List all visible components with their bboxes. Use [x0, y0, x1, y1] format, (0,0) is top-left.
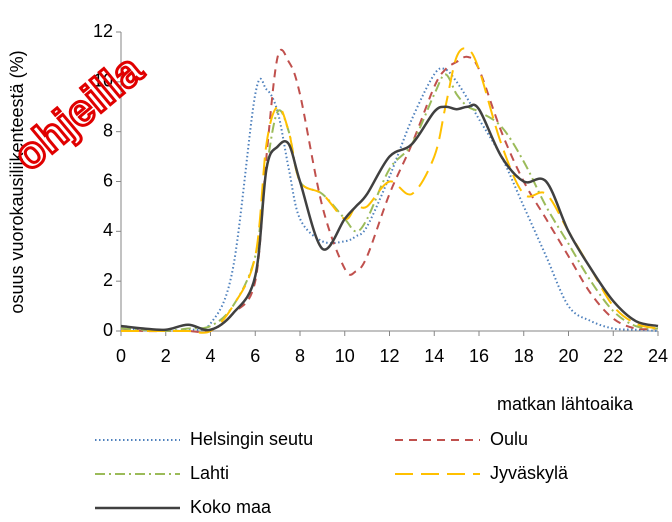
x-tick-label: 12 [379, 346, 399, 366]
y-tick-label: 6 [103, 170, 113, 190]
x-tick-label: 24 [648, 346, 668, 366]
y-tick-label: 0 [103, 320, 113, 340]
legend-label: Koko maa [190, 497, 272, 517]
y-tick-label: 4 [103, 220, 113, 240]
series-line [120, 67, 659, 333]
series-line [121, 47, 659, 334]
x-tick-label: 22 [603, 346, 623, 366]
x-tick-label: 4 [205, 346, 215, 366]
x-tick-label: 0 [116, 346, 126, 366]
series-line [120, 73, 659, 333]
series-line [120, 48, 659, 334]
x-tick-label: 16 [469, 346, 489, 366]
y-tick-label: 10 [93, 71, 113, 91]
x-tick-label: 2 [161, 346, 171, 366]
x-tick-label: 20 [558, 346, 578, 366]
legend-label: Lahti [190, 463, 229, 483]
x-tick-label: 6 [250, 346, 260, 366]
x-tick-label: 8 [295, 346, 305, 366]
x-tick-label: 14 [424, 346, 444, 366]
x-tick-label: 18 [514, 346, 534, 366]
y-tick-label: 12 [93, 21, 113, 41]
legend-label: Helsingin seutu [190, 429, 313, 449]
y-tick-label: 2 [103, 270, 113, 290]
legend-label: Jyväskylä [490, 463, 569, 483]
x-axis-label: matkan lähtoaika [497, 394, 634, 414]
series-line [120, 103, 659, 332]
x-tick-label: 10 [335, 346, 355, 366]
y-axis-label: osuus vuorokausiliikenteestä (%) [7, 50, 27, 313]
y-tick-label: 8 [103, 120, 113, 140]
legend-label: Oulu [490, 429, 528, 449]
